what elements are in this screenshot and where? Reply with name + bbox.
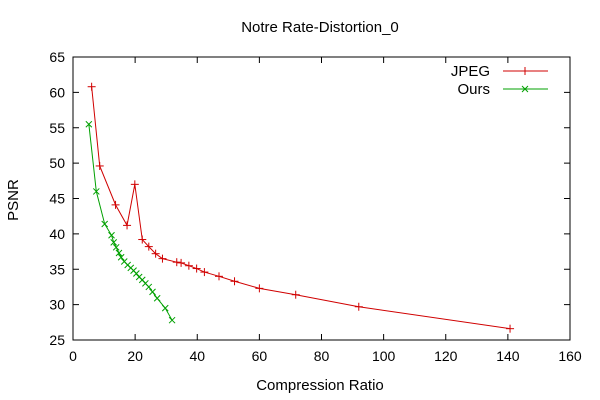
data-point-ours bbox=[168, 316, 176, 324]
data-point-jpeg bbox=[506, 324, 515, 333]
y-tick-label: 45 bbox=[49, 191, 65, 207]
data-point-ours bbox=[153, 294, 161, 302]
data-point-jpeg bbox=[184, 261, 193, 270]
data-point-jpeg bbox=[230, 277, 239, 286]
data-point-ours bbox=[117, 253, 125, 261]
y-tick-label: 40 bbox=[49, 226, 65, 242]
plot-border bbox=[72, 56, 571, 341]
y-tick-label: 60 bbox=[49, 84, 65, 100]
y-tick-label: 25 bbox=[49, 332, 65, 348]
data-point-jpeg bbox=[200, 268, 209, 277]
y-tick-label: 50 bbox=[49, 155, 65, 171]
y-tick-label: 55 bbox=[49, 120, 65, 136]
x-tick-label: 40 bbox=[189, 348, 205, 364]
data-point-jpeg bbox=[123, 221, 132, 230]
legend-marker-jpeg bbox=[521, 67, 529, 75]
x-tick-label: 100 bbox=[372, 348, 396, 364]
legend-marker-ours bbox=[521, 85, 529, 93]
x-axis-title: Compression Ratio bbox=[256, 377, 384, 394]
y-tick-label: 65 bbox=[49, 49, 65, 65]
data-point-ours bbox=[112, 243, 120, 251]
data-point-ours bbox=[149, 288, 156, 296]
data-point-ours bbox=[85, 120, 93, 128]
data-point-jpeg bbox=[214, 272, 223, 281]
x-tick-label: 60 bbox=[252, 348, 268, 364]
data-point-jpeg bbox=[172, 258, 181, 267]
data-point-jpeg bbox=[192, 264, 201, 273]
data-point-ours bbox=[161, 304, 169, 312]
data-point-ours bbox=[108, 231, 115, 239]
x-tick-label: 20 bbox=[127, 348, 143, 364]
data-point-jpeg bbox=[177, 258, 186, 267]
data-point-ours bbox=[92, 188, 100, 195]
data-point-jpeg bbox=[87, 82, 96, 91]
data-point-jpeg bbox=[130, 180, 139, 189]
y-axis-title: PSNR bbox=[5, 179, 22, 221]
data-point-jpeg bbox=[138, 235, 147, 244]
series-line-ours bbox=[88, 124, 173, 321]
data-point-jpeg bbox=[95, 161, 104, 170]
data-point-jpeg bbox=[354, 302, 363, 311]
y-tick-label: 30 bbox=[49, 297, 65, 313]
data-point-ours bbox=[115, 249, 123, 257]
x-axis: 0 20 40 60 80 100 120 140 160 bbox=[69, 57, 582, 364]
y-axis: 25 30 35 40 45 50 55 60 65 bbox=[49, 49, 570, 348]
legend-label-jpeg: JPEG bbox=[451, 63, 490, 80]
data-point-jpeg bbox=[151, 249, 160, 258]
data-point-jpeg bbox=[158, 254, 167, 263]
data-point-jpeg bbox=[144, 242, 153, 251]
x-tick-label: 120 bbox=[434, 348, 458, 364]
series-line-jpeg bbox=[91, 86, 511, 330]
x-tick-label: 160 bbox=[558, 348, 582, 364]
x-tick-label: 140 bbox=[496, 348, 520, 364]
data-point-ours bbox=[133, 270, 140, 277]
data-point-jpeg bbox=[111, 200, 120, 209]
y-tick-label: 35 bbox=[49, 261, 65, 277]
chart-title: Notre Rate-Distortion_0 bbox=[241, 19, 399, 36]
data-point-ours bbox=[101, 220, 109, 228]
data-point-jpeg bbox=[255, 284, 264, 293]
x-tick-label: 80 bbox=[314, 348, 330, 364]
data-point-ours bbox=[110, 239, 118, 246]
series-layer bbox=[85, 82, 515, 333]
plot-area bbox=[72, 56, 571, 341]
x-tick-label: 0 bbox=[69, 348, 77, 364]
legend-label-ours: Ours bbox=[457, 81, 490, 98]
data-point-ours bbox=[145, 283, 153, 291]
data-point-jpeg bbox=[291, 290, 300, 299]
